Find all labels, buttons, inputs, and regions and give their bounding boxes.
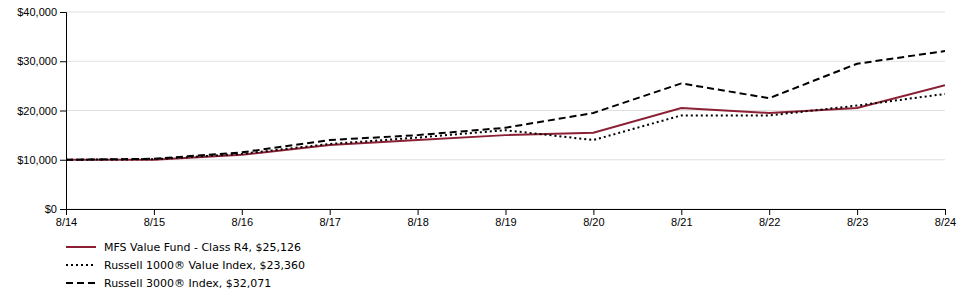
- x-tick-mark: [242, 209, 243, 215]
- y-tick-label: $30,000: [17, 55, 57, 67]
- legend-label: Russell 1000® Value Index, $23,360: [104, 259, 305, 272]
- series-line: [66, 85, 945, 159]
- legend: MFS Value Fund - Class R4, $25,126 Russel…: [66, 241, 305, 290]
- x-axis: 8/14 8/15 8/16 8/17 8/18 8/19 8/20 8/21 8/22 8/23…: [56, 209, 956, 228]
- x-tick: 8/19: [495, 209, 516, 228]
- x-tick-label: 8/22: [759, 216, 780, 228]
- x-axis-line: [67, 210, 946, 216]
- grid-line: [66, 12, 945, 13]
- x-tick-mark: [154, 209, 155, 215]
- x-tick-label: 8/23: [847, 216, 868, 228]
- x-tick-mark: [857, 209, 858, 215]
- x-tick: 8/16: [232, 209, 253, 228]
- y-tick: $20,000: [17, 105, 66, 117]
- x-tick-mark: [769, 209, 770, 215]
- x-tick-mark: [681, 209, 682, 215]
- y-axis: $0 $10,000 $20,000 $30,000 $40,000: [17, 6, 66, 215]
- y-tick-mark: [60, 12, 66, 13]
- y-tick-label: $20,000: [17, 105, 57, 117]
- x-tick-label: 8/24: [935, 216, 956, 228]
- y-tick: $0: [45, 203, 66, 215]
- x-tick-label: 8/21: [671, 216, 692, 228]
- chart: $0$10,000$20,000$30,000$40,0008/148/158/…: [0, 0, 975, 304]
- x-tick-label: 8/16: [232, 216, 253, 228]
- y-tick-label: $10,000: [17, 154, 57, 166]
- y-tick-mark: [60, 209, 66, 210]
- x-tick: 8/24: [935, 209, 956, 228]
- y-tick: $10,000: [17, 154, 66, 166]
- legend-label: Russell 3000® Index, $32,071: [104, 277, 271, 290]
- x-tick: 8/22: [759, 209, 780, 228]
- legend-item: MFS Value Fund - Class R4, $25,126: [66, 241, 301, 254]
- x-tick: 8/21: [671, 209, 692, 228]
- legend-item: Russell 3000® Index, $32,071: [66, 277, 271, 290]
- series-line: [66, 51, 945, 160]
- x-tick: 8/23: [847, 209, 868, 228]
- x-tick-mark: [330, 209, 331, 215]
- y-tick-label: $0: [45, 203, 57, 215]
- x-tick-label: 8/20: [583, 216, 604, 228]
- x-tick: 8/15: [144, 209, 165, 228]
- legend-swatch: [66, 264, 96, 266]
- x-tick-mark: [418, 209, 419, 215]
- x-tick-label: 8/18: [407, 216, 428, 228]
- lines: [66, 51, 945, 160]
- plot: $0$10,000$20,000$30,000$40,0008/148/158/…: [17, 6, 956, 228]
- x-tick-label: 8/15: [144, 216, 165, 228]
- x-tick: 8/17: [319, 209, 340, 228]
- x-tick-mark: [593, 209, 594, 215]
- x-tick-mark: [506, 209, 507, 215]
- y-tick: $40,000: [17, 6, 66, 18]
- y-tick: $30,000: [17, 55, 66, 67]
- x-tick-label: 8/17: [319, 216, 340, 228]
- x-tick-mark: [945, 209, 946, 215]
- legend-label: MFS Value Fund - Class R4, $25,126: [104, 241, 301, 254]
- grid-line: [66, 159, 945, 160]
- legend-item: Russell 1000® Value Index, $23,360: [66, 259, 305, 272]
- grid-line: [66, 61, 945, 62]
- x-tick-label: 8/19: [495, 216, 516, 228]
- legend-swatch: [66, 246, 96, 248]
- x-tick: 8/20: [583, 209, 604, 228]
- x-tick: 8/14: [56, 209, 77, 228]
- y-tick-mark: [60, 61, 66, 62]
- y-axis-line: [60, 13, 67, 210]
- y-tick-mark: [60, 160, 66, 161]
- legend-swatch: [66, 282, 96, 284]
- y-tick-mark: [60, 111, 66, 112]
- x-tick-label: 8/14: [56, 216, 77, 228]
- x-tick: 8/18: [407, 209, 428, 228]
- y-tick-label: $40,000: [17, 6, 57, 18]
- grid: [66, 12, 945, 209]
- x-tick-mark: [66, 209, 67, 215]
